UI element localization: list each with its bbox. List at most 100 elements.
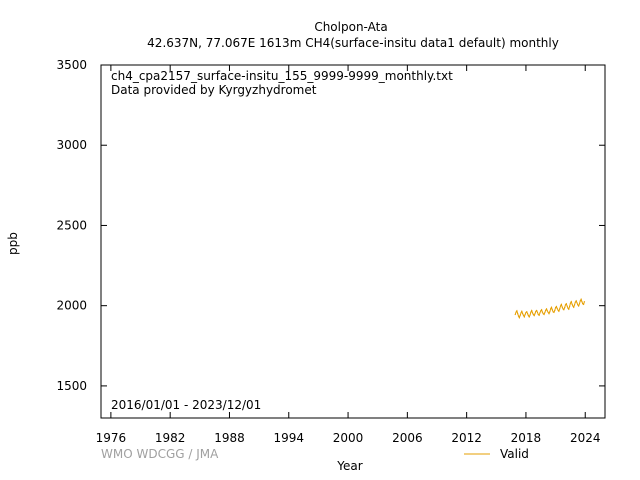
data-point xyxy=(522,313,524,315)
data-point xyxy=(533,315,535,317)
y-tick-label: 3000 xyxy=(56,138,87,152)
data-point xyxy=(577,304,579,306)
data-point xyxy=(578,305,580,307)
data-point xyxy=(564,304,567,306)
data-point xyxy=(576,302,578,304)
credit-label: WMO WDCGG / JMA xyxy=(101,447,219,461)
data-point xyxy=(582,303,585,305)
y-axis-label: ppb xyxy=(6,232,20,255)
data-point xyxy=(566,305,568,307)
data-point xyxy=(544,311,546,314)
data-point xyxy=(573,306,575,308)
data-point xyxy=(537,313,539,316)
x-tick-label: 2024 xyxy=(570,431,601,445)
data-point xyxy=(581,301,583,303)
data-point xyxy=(556,307,558,310)
data-provider: Data provided by Kyrgyzhydromet xyxy=(111,83,317,97)
data-point xyxy=(516,310,518,312)
x-tick-label: 1988 xyxy=(214,431,245,445)
data-point xyxy=(545,308,548,310)
data-point xyxy=(530,311,532,313)
data-point xyxy=(568,305,571,308)
data-point xyxy=(531,312,534,314)
x-tick-label: 2006 xyxy=(392,431,423,445)
data-point xyxy=(572,305,574,307)
data-point xyxy=(524,313,526,316)
data-point xyxy=(539,312,541,314)
data-point xyxy=(549,311,551,313)
data-point xyxy=(535,310,537,312)
data-point xyxy=(540,310,542,312)
data-point xyxy=(518,317,520,319)
y-tick-label: 2500 xyxy=(56,218,87,232)
data-point xyxy=(531,309,533,312)
data-point xyxy=(522,314,525,316)
data-point xyxy=(517,315,520,317)
data-point xyxy=(561,306,563,308)
legend-swatch xyxy=(464,453,490,455)
data-point xyxy=(526,313,529,315)
data-point xyxy=(557,309,559,311)
data-point xyxy=(555,305,558,308)
data-point xyxy=(563,309,565,311)
data-point xyxy=(546,310,548,312)
series-line-valid xyxy=(514,297,585,319)
data-point xyxy=(548,313,550,315)
data-point xyxy=(567,307,569,309)
legend-valid-label: Valid xyxy=(500,447,529,461)
data-point xyxy=(527,315,530,317)
data-point xyxy=(536,309,538,312)
data-point xyxy=(529,314,531,316)
data-point xyxy=(554,309,556,312)
x-tick-label: 1982 xyxy=(155,431,186,445)
data-point xyxy=(565,303,567,305)
data-point xyxy=(523,316,525,318)
data-point xyxy=(569,302,572,304)
data-point xyxy=(526,311,528,313)
data-point xyxy=(525,311,527,314)
data-point xyxy=(582,303,584,305)
data-point xyxy=(574,301,576,303)
y-tick-label: 1500 xyxy=(56,379,87,393)
data-point xyxy=(575,300,577,302)
data-point xyxy=(559,308,561,310)
y-tick-label: 2000 xyxy=(56,299,87,313)
data-point xyxy=(573,304,576,306)
data-point xyxy=(547,311,549,314)
data-point xyxy=(568,308,570,310)
data-point xyxy=(541,311,544,313)
data-point xyxy=(532,313,534,316)
data-point xyxy=(579,300,581,302)
data-point xyxy=(564,307,566,309)
data-point xyxy=(583,301,586,303)
data-point xyxy=(570,301,572,303)
data-point xyxy=(521,310,523,312)
data-point xyxy=(528,316,530,318)
data-point xyxy=(542,313,544,315)
data-point xyxy=(551,309,553,311)
data-point xyxy=(515,311,517,313)
data-point xyxy=(545,309,547,311)
data-point xyxy=(550,308,552,310)
data-point xyxy=(543,313,545,316)
x-tick-label: 1976 xyxy=(96,431,127,445)
data-point xyxy=(562,308,564,310)
data-point xyxy=(558,310,560,312)
chart-subtitle: 42.637N, 77.067E 1613m CH4(surface-insit… xyxy=(147,36,559,50)
data-point xyxy=(559,305,562,307)
data-point xyxy=(580,298,582,300)
source-filename: ch4_cpa2157_surface-insitu_155_9999-9999… xyxy=(111,69,453,83)
x-tick-label: 2018 xyxy=(511,431,542,445)
data-point xyxy=(536,311,539,314)
plot-frame xyxy=(100,64,606,419)
data-period: 2016/01/01 - 2023/12/01 xyxy=(111,398,262,412)
data-point xyxy=(560,303,562,305)
chart-title: Cholpon-Ata xyxy=(314,20,388,34)
data-point xyxy=(550,306,553,308)
data-point xyxy=(538,314,540,316)
x-tick-label: 2000 xyxy=(333,431,364,445)
data-point xyxy=(552,311,554,313)
data-point xyxy=(553,311,555,314)
data-point xyxy=(554,307,557,309)
legend: Valid xyxy=(464,446,544,462)
